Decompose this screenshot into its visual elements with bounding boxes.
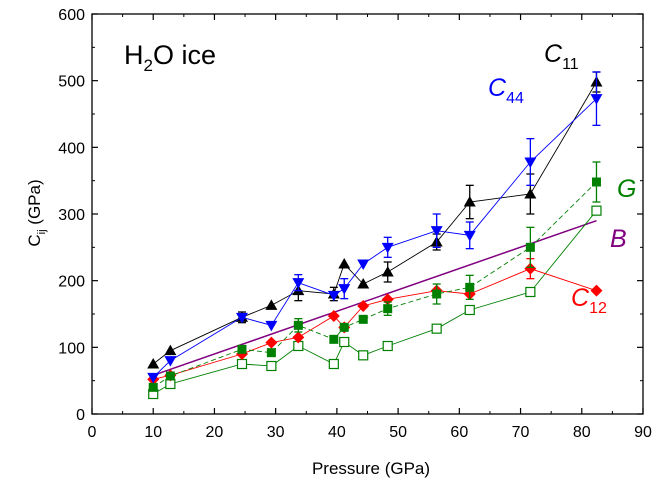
x-tick-label: 0 bbox=[88, 424, 97, 441]
y-tick-label: 400 bbox=[58, 140, 85, 157]
series-label-c44: C44 bbox=[488, 74, 524, 107]
series-g bbox=[148, 161, 601, 392]
data-point-c11 bbox=[338, 258, 351, 269]
data-point-c12 bbox=[357, 300, 370, 312]
x-tick-label: 60 bbox=[450, 424, 468, 441]
data-point-c44 bbox=[357, 259, 370, 270]
data-point-g bbox=[266, 348, 276, 358]
x-tick-label: 40 bbox=[328, 424, 346, 441]
data-point-c44 bbox=[292, 278, 305, 289]
data-point-c44 bbox=[265, 320, 278, 332]
data-point-c12 bbox=[327, 310, 340, 322]
series-c44 bbox=[147, 71, 603, 384]
x-tick-label: 50 bbox=[389, 424, 407, 441]
y-tick-label: 0 bbox=[76, 407, 85, 424]
y-axis-title: Cij (GPa) bbox=[25, 179, 48, 246]
x-tick-label: 80 bbox=[573, 424, 591, 441]
x-tick-label: 30 bbox=[267, 424, 285, 441]
data-point-open bbox=[431, 323, 442, 334]
y-tick-label: 500 bbox=[58, 74, 85, 91]
data-point-g bbox=[293, 320, 303, 330]
data-point-c44 bbox=[381, 242, 394, 254]
y-tick-label: 600 bbox=[58, 7, 85, 24]
chart-marks bbox=[147, 71, 603, 400]
y-tick-label: 100 bbox=[58, 340, 85, 357]
data-point-g bbox=[591, 177, 601, 187]
data-point-c11 bbox=[524, 188, 537, 199]
data-point-open bbox=[525, 286, 536, 298]
data-point-open bbox=[382, 340, 393, 352]
series-label-b: B bbox=[610, 225, 627, 253]
data-point-open bbox=[236, 358, 248, 370]
data-point-c12 bbox=[292, 331, 305, 344]
series-open bbox=[148, 205, 602, 400]
data-point-g bbox=[165, 371, 175, 381]
data-point-c11 bbox=[357, 278, 370, 289]
series-line-b bbox=[152, 219, 597, 377]
data-point-c44 bbox=[524, 157, 537, 168]
data-point-c44 bbox=[235, 312, 248, 324]
y-tick-label: 300 bbox=[58, 207, 85, 224]
data-point-c44 bbox=[327, 290, 340, 302]
data-point-c44 bbox=[147, 372, 160, 384]
data-point-open bbox=[339, 336, 350, 348]
x-tick-label: 90 bbox=[634, 424, 652, 441]
data-point-open bbox=[358, 350, 369, 361]
data-point-c12 bbox=[265, 336, 278, 349]
data-point-open bbox=[328, 358, 339, 370]
x-tick-label: 70 bbox=[512, 424, 530, 441]
axes: 0 10 20 30 40 50 60 70 80 90 0 100 200 300 400 500 600 bbox=[58, 7, 652, 441]
data-point-g bbox=[329, 334, 339, 344]
data-point-g bbox=[237, 344, 247, 354]
data-point-c44 bbox=[338, 284, 351, 295]
data-point-c11 bbox=[463, 196, 476, 207]
data-point-c44 bbox=[430, 226, 443, 237]
data-point-c12 bbox=[524, 262, 537, 275]
data-point-c44 bbox=[590, 94, 603, 105]
series-label-c12: C12 bbox=[571, 284, 607, 317]
data-point-g bbox=[148, 382, 158, 392]
data-point-open bbox=[591, 205, 602, 216]
data-point-open bbox=[464, 304, 475, 316]
data-point-g bbox=[432, 289, 442, 299]
data-point-c11 bbox=[164, 344, 177, 356]
data-point-g bbox=[465, 282, 475, 292]
x-tick-label: 10 bbox=[144, 424, 162, 441]
data-point-c44 bbox=[463, 230, 476, 242]
data-point-open bbox=[266, 360, 277, 372]
x-tick-label: 20 bbox=[206, 424, 224, 441]
series-label-c11: C11 bbox=[544, 40, 579, 73]
data-point-g bbox=[525, 242, 535, 252]
chart-title: H2O ice bbox=[124, 40, 216, 75]
x-axis-title: Pressure (GPa) bbox=[312, 459, 430, 478]
data-point-g bbox=[358, 314, 368, 324]
data-point-c44 bbox=[164, 356, 177, 367]
y-tick-label: 200 bbox=[58, 274, 85, 291]
data-point-c11 bbox=[265, 299, 278, 310]
data-point-c12 bbox=[590, 284, 603, 297]
data-point-c11 bbox=[147, 358, 160, 369]
series-b bbox=[152, 219, 597, 377]
data-point-c11 bbox=[381, 266, 394, 277]
series-label-g: G bbox=[617, 175, 636, 203]
data-point-g bbox=[339, 322, 349, 332]
data-point-g bbox=[383, 304, 393, 314]
